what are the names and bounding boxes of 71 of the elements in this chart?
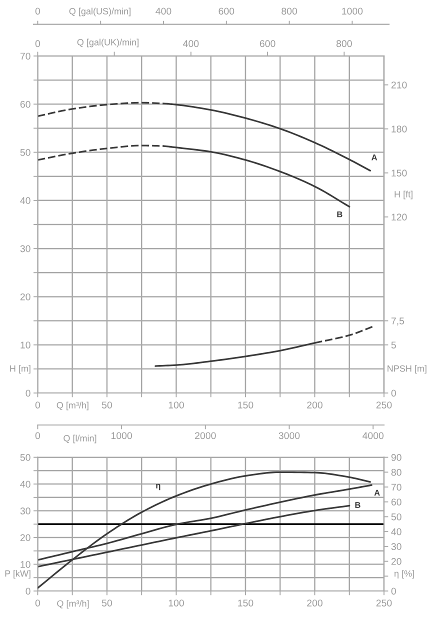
text: 0 xyxy=(35,8,40,15)
y-tick-label: 20 xyxy=(20,293,30,300)
series-label: A xyxy=(374,490,380,496)
text: 600 xyxy=(218,8,234,15)
x2-axis-title: Q [l/min] xyxy=(64,434,96,444)
y2-axis-title: H [ft] xyxy=(394,190,412,200)
x2-axis-title: Q [gal(UK)/min] xyxy=(77,38,138,48)
series-label: A xyxy=(372,154,378,160)
text: Q [gal(US)/min] xyxy=(69,8,130,16)
x2-tick-label: 2000 xyxy=(195,432,216,440)
y3-tick-label: 5 xyxy=(391,342,396,348)
x2-tick-label: 400 xyxy=(183,40,199,48)
y3-tick-label: 0 xyxy=(391,390,396,397)
y-axis-title: P [kW] xyxy=(5,570,30,579)
x-tick-label: 100 xyxy=(168,402,184,408)
x-axis-title: Q [m³/h] xyxy=(57,600,89,609)
y-tick-label: 50 xyxy=(20,454,30,461)
y-tick-label: 20 xyxy=(20,534,30,542)
x-tick-label: 250 xyxy=(376,600,392,606)
y2-tick-label: 70 xyxy=(391,484,402,491)
x2-tick-label: 0 xyxy=(35,432,40,440)
x-tick-label: 0 xyxy=(35,402,40,408)
x-tick-label: 150 xyxy=(238,600,254,606)
x-tick-label: 50 xyxy=(102,402,112,408)
y2-tick-label: 150 xyxy=(392,170,407,177)
y2-tick-label: 90 xyxy=(391,454,402,461)
series-label: B xyxy=(355,502,360,508)
y2-tick-label: 180 xyxy=(392,126,407,132)
y2-tick-label: 20 xyxy=(391,558,402,565)
x2-tick-label: 800 xyxy=(336,40,352,48)
y2-tick-label: 50 xyxy=(391,513,402,520)
x-tick-label: 200 xyxy=(307,600,322,606)
x2-tick-label: 3000 xyxy=(278,432,300,440)
x-tick-label: 150 xyxy=(238,402,254,408)
x2-tick-label: 4000 xyxy=(362,432,384,440)
x-tick-label: 100 xyxy=(168,600,184,606)
x-tick-label: 0 xyxy=(35,600,40,606)
x-axis-title: Q [m³/h] xyxy=(56,402,88,410)
y-tick-label: 60 xyxy=(20,100,30,108)
y2-tick-label: 30 xyxy=(391,543,402,550)
text: 1000 xyxy=(342,8,363,15)
x2-tick-label: 1000 xyxy=(111,432,132,440)
x-tick-label: 250 xyxy=(376,402,392,408)
x2-tick-label: 600 xyxy=(260,40,276,48)
y2-tick-label: 120 xyxy=(392,214,407,221)
y2-tick-label: 0 xyxy=(391,588,396,595)
y-tick-label: 70 xyxy=(20,52,30,60)
y2-axis-title: η [%] xyxy=(394,570,414,579)
y2-tick-label: 80 xyxy=(391,468,402,476)
x2-tick-label: 0 xyxy=(35,40,40,48)
series-label: B xyxy=(337,211,342,218)
y-tick-label: 30 xyxy=(20,508,30,514)
x-tick-label: 200 xyxy=(307,402,322,408)
y-tick-label: 0 xyxy=(26,390,30,397)
y2-tick-label: 60 xyxy=(391,498,402,506)
y-tick-label: 10 xyxy=(20,342,30,348)
y-tick-label: 50 xyxy=(20,149,30,156)
y-axis-title: H [m] xyxy=(10,365,30,374)
y-tick-label: 30 xyxy=(20,245,30,252)
y-tick-label: 40 xyxy=(20,480,30,488)
y-tick-label: 10 xyxy=(20,560,30,568)
y3-tick-label: 7,5 xyxy=(391,318,404,326)
y-tick-label: 0 xyxy=(26,588,30,595)
text: 800 xyxy=(282,8,298,15)
y3-axis-title: NPSH [m] xyxy=(388,365,426,374)
y-tick-label: 40 xyxy=(20,197,30,204)
series-label: η xyxy=(156,484,160,490)
y2-tick-label: 210 xyxy=(391,82,407,88)
x-tick-label: 50 xyxy=(102,600,112,606)
y2-tick-label: 40 xyxy=(391,528,402,536)
text: 400 xyxy=(156,8,172,15)
